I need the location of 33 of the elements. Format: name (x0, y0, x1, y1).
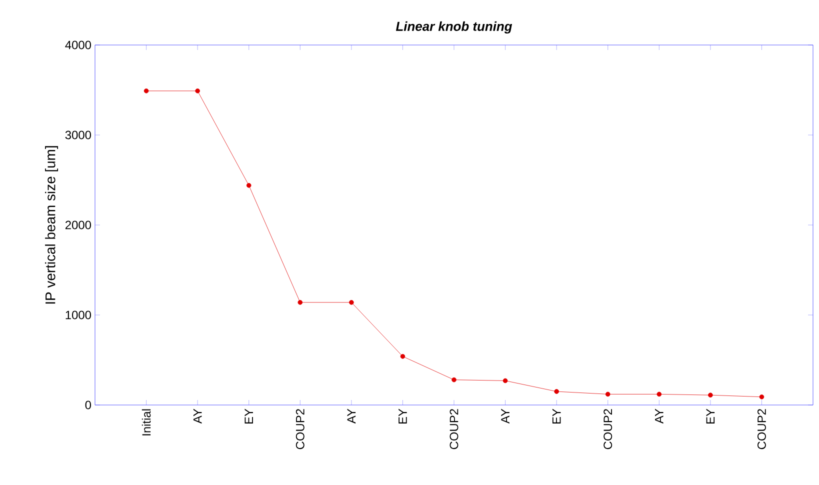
y-tick-label: 1000 (66, 310, 92, 320)
y-tick-label: 0 (85, 400, 92, 410)
point (400, 354, 406, 359)
point (195, 88, 200, 94)
point (246, 183, 252, 188)
point (144, 88, 149, 94)
point (605, 392, 610, 397)
y-axis-title: IP vertical beam size [um] (45, 146, 58, 304)
x-tick-label: COUP2 (604, 409, 612, 450)
point (452, 377, 456, 382)
x-tick-label: AY (347, 408, 356, 424)
y-tick-label: 2000 (65, 220, 92, 230)
point (298, 300, 303, 305)
x-tick-label: EY (244, 408, 253, 424)
x-tick-label: AY (655, 408, 664, 424)
x-tick-label: COUP2 (450, 409, 458, 450)
x-tick-label: Initial (142, 409, 151, 436)
point (759, 394, 764, 400)
x-tick-label: EY (706, 408, 715, 424)
point (708, 392, 713, 398)
x-tick-label: COUP2 (757, 409, 766, 450)
x-tick-label: AY (501, 408, 510, 424)
point (554, 389, 559, 394)
x-tick-label: EY (398, 408, 407, 424)
x-tick-label: EY (552, 408, 561, 424)
point (656, 392, 662, 397)
point (349, 300, 354, 305)
chart-title: Linear knob tuning (396, 21, 512, 34)
y-tick-label: 3000 (65, 130, 92, 140)
x-tick-label: COUP2 (296, 409, 304, 450)
x-tick-label: AY (193, 408, 202, 424)
y-tick-label: 4000 (65, 40, 92, 50)
point (502, 378, 508, 384)
